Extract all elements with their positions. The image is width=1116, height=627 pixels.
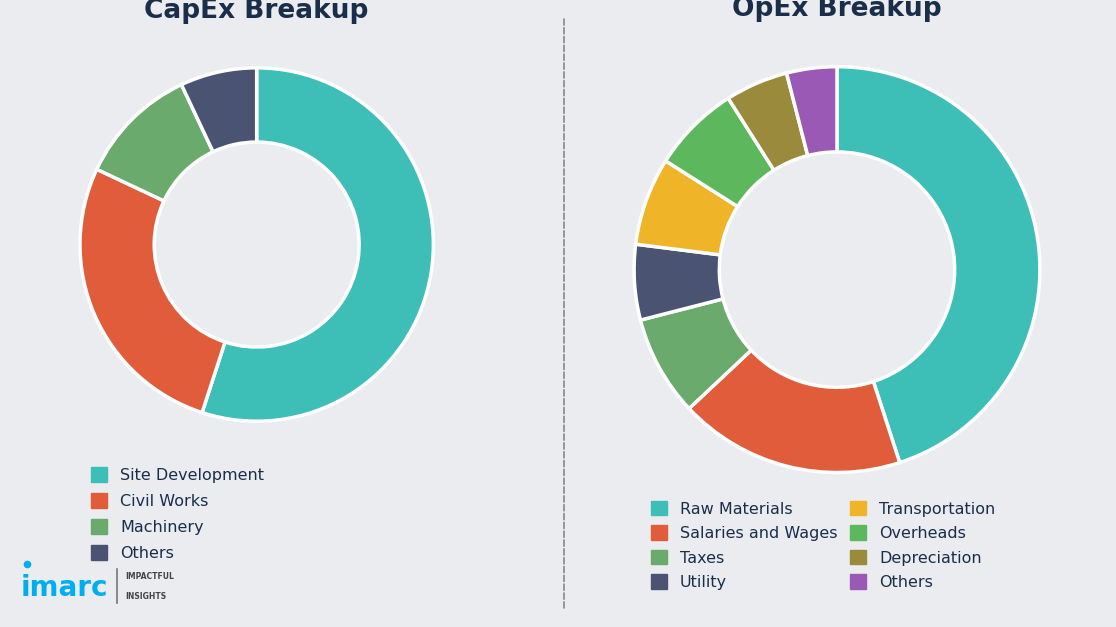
- Wedge shape: [641, 299, 751, 409]
- Text: INSIGHTS: INSIGHTS: [126, 593, 166, 601]
- Wedge shape: [665, 98, 773, 206]
- Wedge shape: [182, 68, 257, 152]
- Wedge shape: [97, 85, 213, 201]
- Wedge shape: [729, 73, 808, 171]
- Text: IMPACTFUL: IMPACTFUL: [126, 572, 174, 581]
- Wedge shape: [202, 68, 433, 421]
- Text: imarc: imarc: [20, 574, 108, 602]
- Legend: Raw Materials, Salaries and Wages, Taxes, Utility, Transportation, Overheads, De: Raw Materials, Salaries and Wages, Taxes…: [646, 497, 1000, 594]
- Legend: Site Development, Civil Works, Machinery, Others: Site Development, Civil Works, Machinery…: [87, 463, 269, 566]
- Title: CapEx Breakup: CapEx Breakup: [144, 0, 369, 24]
- Title: OpEx Breakup: OpEx Breakup: [732, 0, 942, 22]
- Wedge shape: [636, 161, 738, 255]
- Wedge shape: [80, 169, 225, 413]
- Wedge shape: [689, 350, 899, 473]
- Wedge shape: [837, 66, 1040, 463]
- Wedge shape: [787, 66, 837, 155]
- Wedge shape: [634, 244, 723, 320]
